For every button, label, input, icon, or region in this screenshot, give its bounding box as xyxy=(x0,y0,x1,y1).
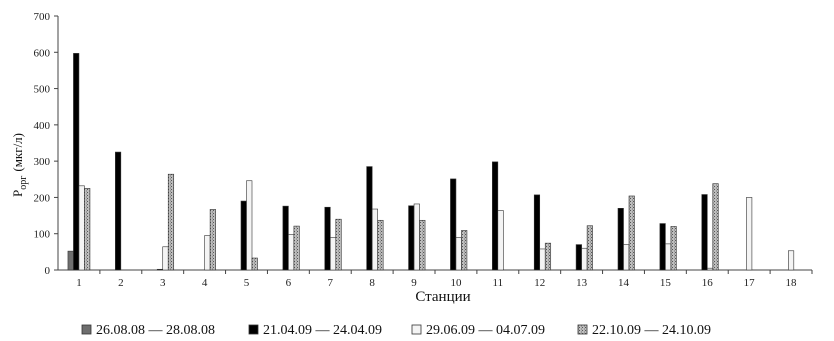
y-tick-label: 200 xyxy=(34,192,51,204)
bar xyxy=(293,225,300,271)
x-tick-label: 5 xyxy=(244,277,250,289)
x-tick-label: 6 xyxy=(286,277,292,289)
bar xyxy=(455,237,462,271)
bar xyxy=(497,210,504,271)
bar xyxy=(419,219,426,271)
legend-label: 26.08.08 — 28.08.08 xyxy=(96,323,215,338)
x-tick-label: 8 xyxy=(369,277,375,289)
bar xyxy=(335,218,342,271)
bar xyxy=(581,247,588,271)
x-tick-label: 14 xyxy=(618,277,630,289)
y-tick-label: 0 xyxy=(45,265,51,277)
x-tick-label: 11 xyxy=(493,277,504,289)
bar xyxy=(251,257,258,271)
y-tick-label: 500 xyxy=(34,84,51,96)
bar xyxy=(623,244,630,271)
bar xyxy=(377,219,384,271)
bar xyxy=(712,183,719,271)
x-tick-label: 15 xyxy=(660,277,672,289)
bar xyxy=(67,250,74,271)
bar xyxy=(701,194,708,271)
x-tick-label: 10 xyxy=(450,277,462,289)
y-tick-label: 700 xyxy=(34,11,51,23)
bar xyxy=(282,205,289,271)
y-tick-label: 300 xyxy=(34,156,51,168)
x-tick-label: 3 xyxy=(160,277,166,289)
bar xyxy=(450,178,457,271)
y-axis-ticks: 0 100 200 300 400 500 600 700 xyxy=(34,11,58,277)
x-tick-label: 13 xyxy=(576,277,588,289)
legend-label: 22.10.09 — 24.10.09 xyxy=(592,323,711,338)
bar xyxy=(204,235,211,271)
bar xyxy=(324,206,331,271)
bar xyxy=(156,268,164,271)
legend-label: 29.06.09 — 04.07.09 xyxy=(426,323,545,338)
bar xyxy=(746,197,753,271)
legend-swatch xyxy=(248,324,259,335)
bar xyxy=(533,194,541,271)
bar xyxy=(492,161,499,271)
bar xyxy=(461,230,468,271)
bar xyxy=(288,234,295,271)
bar xyxy=(78,185,85,271)
bar xyxy=(586,225,593,271)
legend-swatch xyxy=(411,324,422,335)
bar xyxy=(162,246,169,271)
legend-swatch xyxy=(577,324,588,335)
bar xyxy=(209,209,216,271)
bar xyxy=(167,173,175,271)
legend-swatch xyxy=(81,324,92,335)
y-tick-label: 600 xyxy=(34,47,51,59)
bar xyxy=(670,226,677,271)
y-tick-label: 100 xyxy=(34,229,51,241)
bars xyxy=(67,53,795,271)
bar xyxy=(413,203,420,271)
bar xyxy=(628,195,635,271)
x-tick-label: 12 xyxy=(534,277,545,289)
x-tick-label: 16 xyxy=(702,277,714,289)
x-tick-label: 4 xyxy=(202,277,208,289)
bar xyxy=(544,242,552,271)
x-tick-label: 7 xyxy=(328,277,334,289)
bar xyxy=(329,237,337,271)
x-axis-ticks: 1 2 3 4 5 6 7 8 9 10 11 12 13 14 15 16 17 18 xyxy=(76,270,813,289)
bar xyxy=(539,248,546,271)
y-axis-label: Pорг(мкг/л) xyxy=(10,133,29,197)
bar xyxy=(84,188,91,271)
bar xyxy=(706,267,714,271)
x-tick-label: 1 xyxy=(76,277,82,289)
bar xyxy=(240,200,247,271)
legend-label: 21.04.09 — 24.04.09 xyxy=(263,323,382,338)
x-tick-label: 9 xyxy=(411,277,417,289)
bar xyxy=(575,244,582,271)
x-axis-label: Станции xyxy=(415,289,470,305)
bar xyxy=(115,151,122,271)
bar xyxy=(73,53,80,271)
bar xyxy=(659,223,666,271)
x-tick-label: 2 xyxy=(118,277,124,289)
bar xyxy=(371,208,378,271)
x-tick-label: 17 xyxy=(744,277,756,289)
bar xyxy=(788,250,795,271)
bar xyxy=(246,180,253,271)
bar xyxy=(617,208,624,271)
bar xyxy=(366,166,373,271)
y-tick-label: 400 xyxy=(34,120,51,132)
bar xyxy=(408,205,415,271)
x-tick-label: 18 xyxy=(786,277,798,289)
bar xyxy=(665,243,672,271)
legend: 26.08.08 — 28.08.08 21.04.09 — 24.04.09 29… xyxy=(81,323,711,338)
